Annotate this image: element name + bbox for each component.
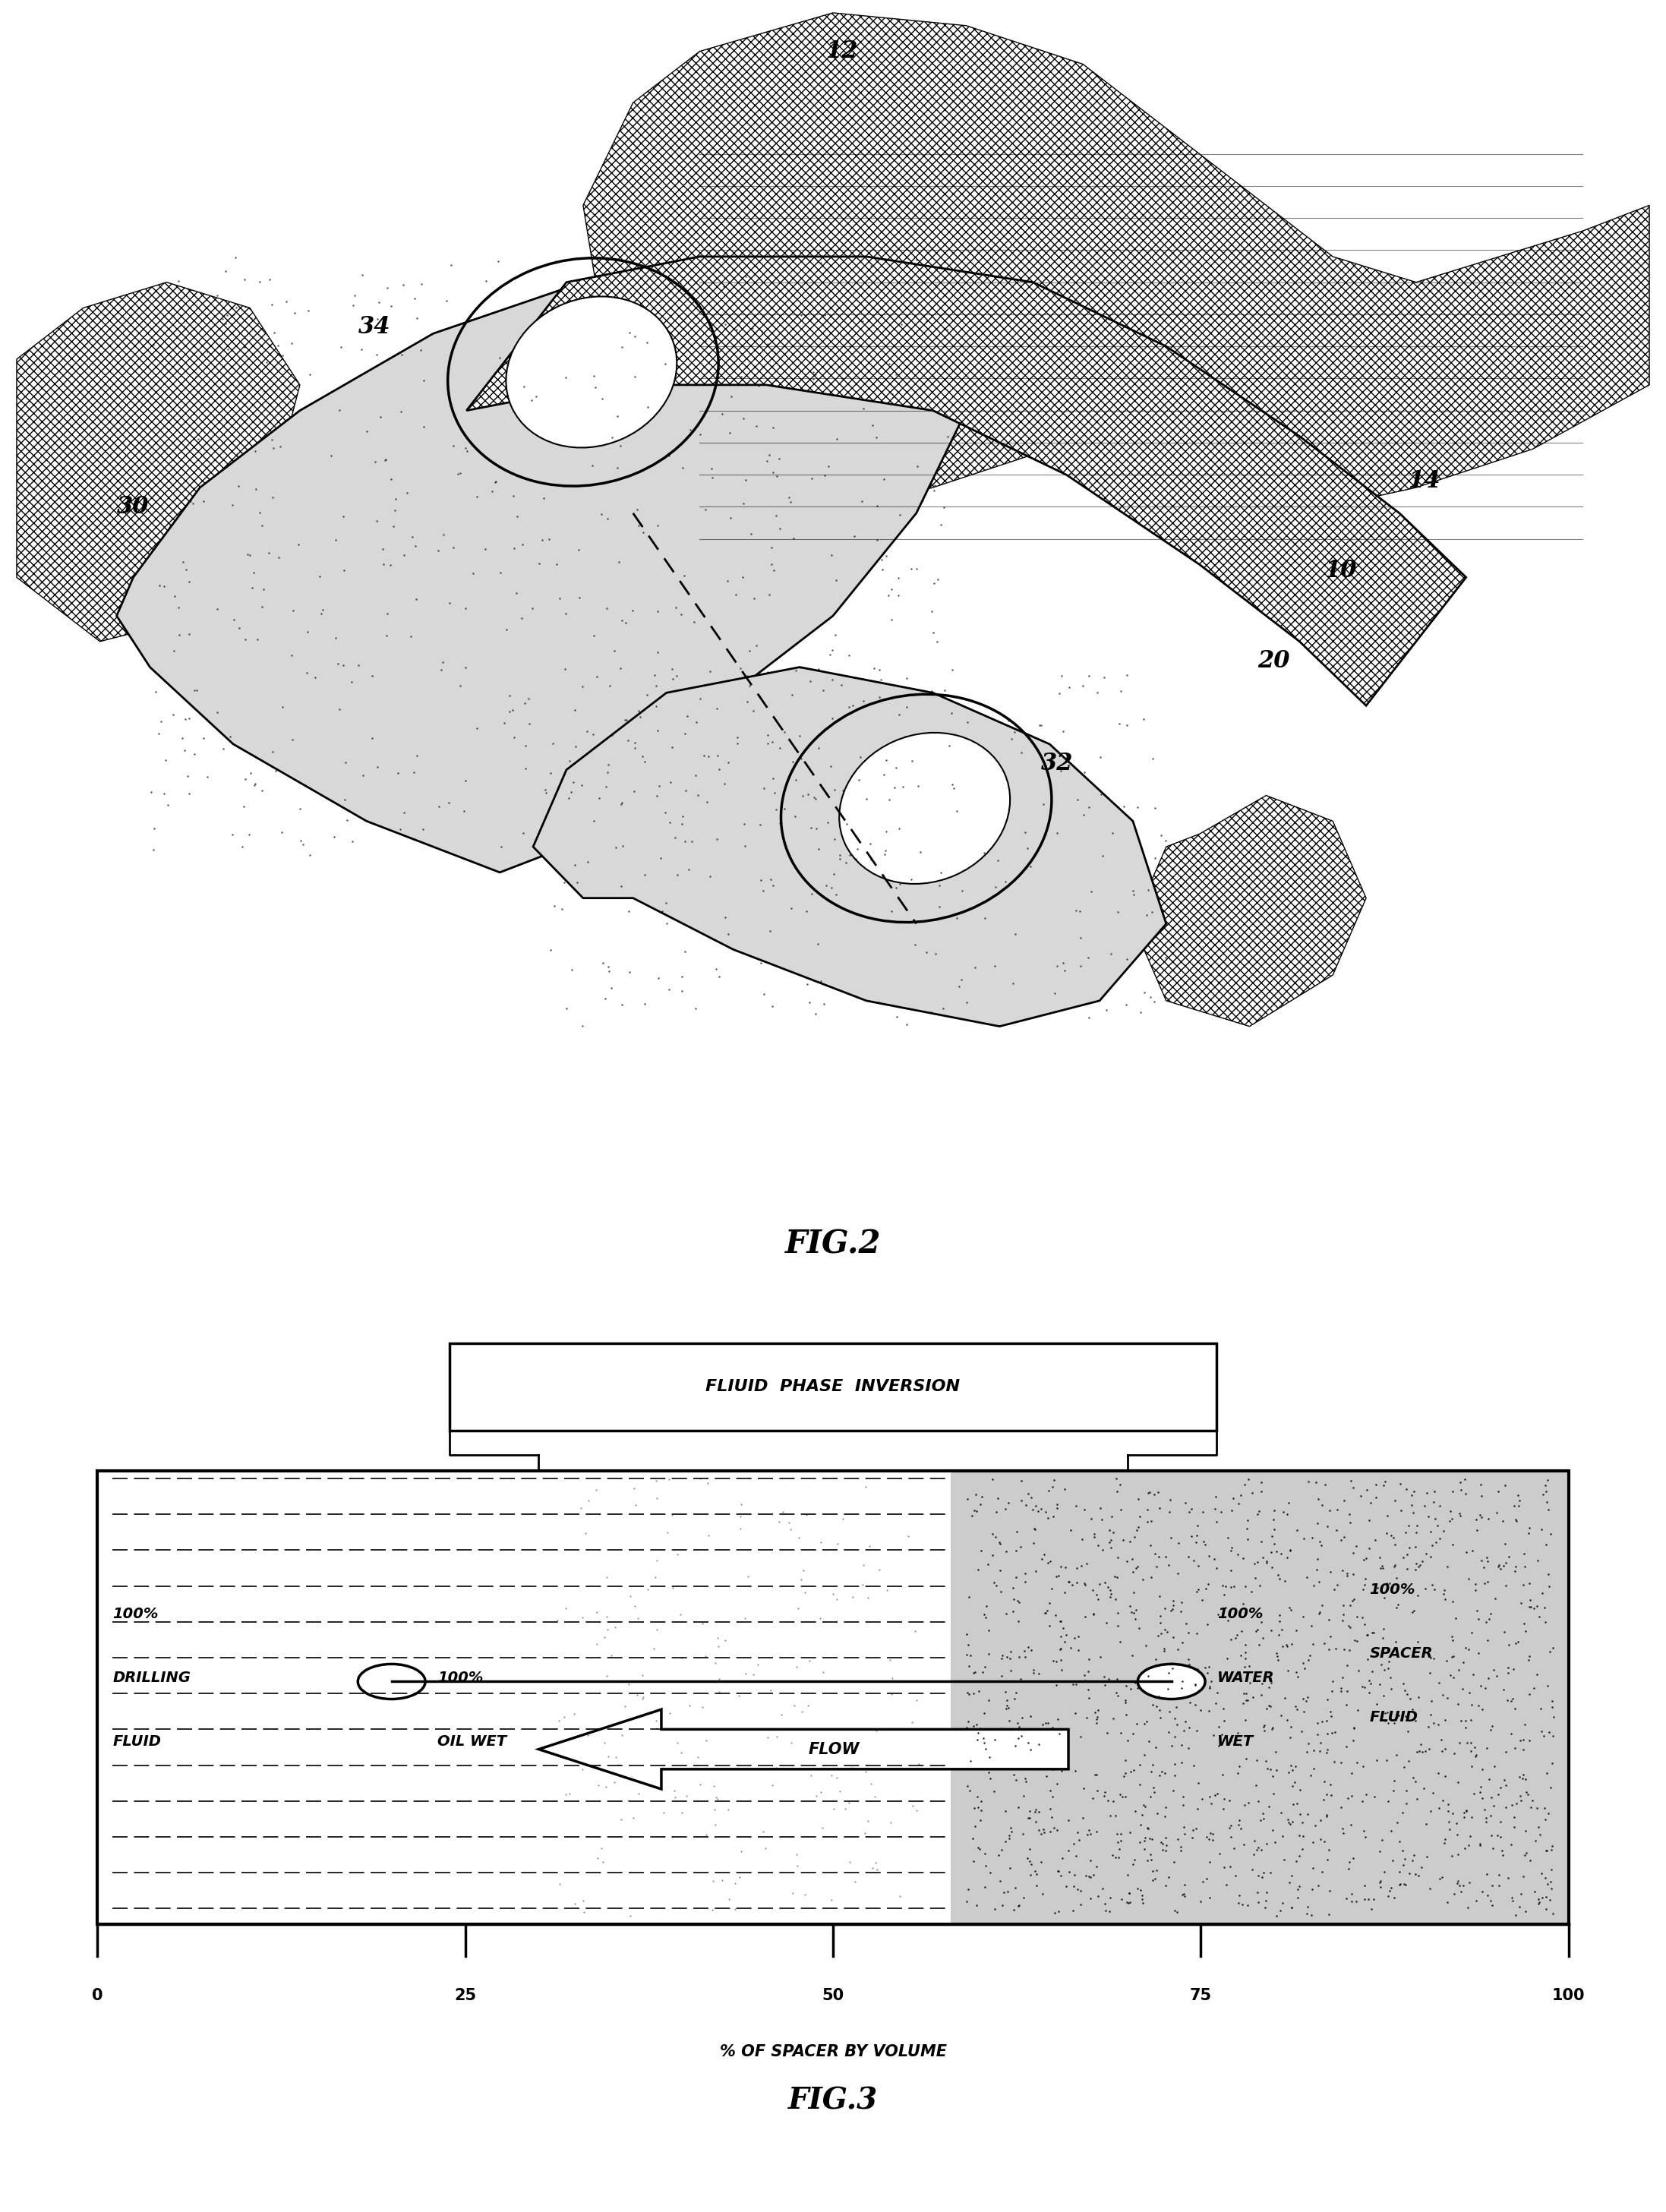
Polygon shape (17, 283, 300, 641)
Polygon shape (1133, 796, 1366, 1026)
Text: SPACER: SPACER (1369, 1646, 1433, 1661)
Polygon shape (583, 13, 1649, 513)
Text: 25: 25 (455, 1989, 476, 2004)
Text: 50: 50 (821, 1989, 845, 2004)
Text: FLIUID  PHASE  INVERSION: FLIUID PHASE INVERSION (706, 1380, 960, 1394)
Text: 75: 75 (1190, 1989, 1211, 2004)
Text: 20: 20 (1258, 648, 1289, 672)
Text: 34: 34 (358, 316, 390, 338)
Text: OIL WET: OIL WET (438, 1734, 506, 1747)
Text: 14: 14 (1408, 469, 1439, 493)
Text: DRILLING: DRILLING (113, 1670, 190, 1686)
Polygon shape (538, 1710, 1068, 1790)
Text: 100%: 100% (1218, 1606, 1263, 1621)
Bar (951, 1471, 1569, 1924)
Ellipse shape (506, 296, 676, 447)
Text: FLOW: FLOW (808, 1741, 860, 1756)
Bar (97, 1471, 1569, 1924)
Text: 100%: 100% (1369, 1584, 1416, 1597)
Text: FIG.3: FIG.3 (788, 2086, 878, 2115)
Text: WET: WET (1218, 1734, 1254, 1747)
Text: 10: 10 (1324, 560, 1356, 582)
Text: FIG.2: FIG.2 (785, 1228, 881, 1261)
Bar (450, 1343, 1216, 1431)
Text: 32: 32 (1041, 752, 1073, 774)
Text: 100: 100 (1553, 1989, 1586, 2004)
Text: FLUID: FLUID (1369, 1710, 1418, 1725)
Circle shape (358, 1663, 425, 1699)
Polygon shape (533, 668, 1166, 1026)
Text: % OF SPACER BY VOLUME: % OF SPACER BY VOLUME (720, 2044, 946, 2059)
Text: 0: 0 (92, 1989, 103, 2004)
Text: FLUID: FLUID (113, 1734, 162, 1747)
Text: 12: 12 (825, 40, 858, 64)
Circle shape (1138, 1663, 1205, 1699)
Text: WATER: WATER (1218, 1670, 1274, 1686)
Text: 100%: 100% (113, 1606, 158, 1621)
Text: 100%: 100% (438, 1670, 483, 1686)
Ellipse shape (840, 732, 1010, 885)
Polygon shape (466, 257, 1466, 706)
Polygon shape (117, 257, 966, 872)
Text: 30: 30 (117, 495, 148, 518)
